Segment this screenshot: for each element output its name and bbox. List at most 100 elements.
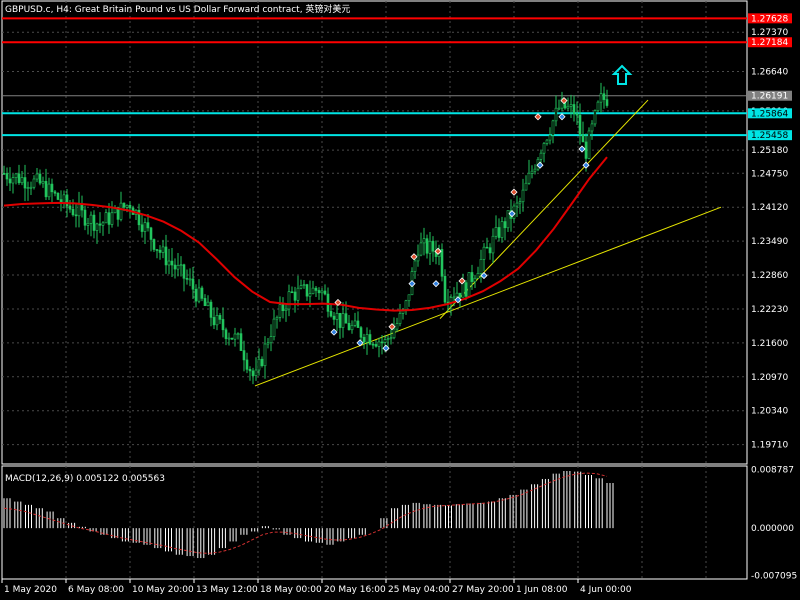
- price-tick-label: 1.21600: [751, 339, 788, 349]
- candle-body: [17, 173, 21, 184]
- macd-label: MACD(12,26,9) 0.005122 0.005563: [5, 474, 165, 484]
- candle-body: [224, 329, 228, 339]
- chart-title: GBPUSD.c, H4: Great Britain Pound vs US …: [5, 3, 350, 15]
- fractal-marker: [388, 323, 396, 331]
- candle-body: [407, 294, 411, 302]
- fractal-marker: [560, 97, 568, 105]
- candle-body: [344, 313, 348, 324]
- time-tick-label: 1 May 2020: [4, 585, 57, 595]
- ma-line: [3, 156, 608, 312]
- price-tick-label: 1.27370: [751, 28, 788, 38]
- candle-body: [26, 187, 30, 189]
- candle-body: [596, 101, 600, 111]
- candle-body: [254, 369, 258, 376]
- price-tick-label: 1.20340: [751, 407, 788, 417]
- candle-body: [392, 328, 396, 339]
- candle-body: [266, 342, 270, 345]
- candle-body: [35, 173, 39, 180]
- candle-body: [494, 227, 498, 237]
- candle-body: [122, 202, 126, 208]
- candle-body: [44, 181, 48, 198]
- candle-body: [155, 249, 159, 251]
- candle-body: [71, 208, 75, 216]
- candle-body: [161, 246, 165, 253]
- candle-body: [269, 336, 273, 344]
- candle-body: [488, 247, 492, 254]
- candle-body: [485, 246, 489, 249]
- candle-body: [188, 278, 192, 281]
- main-price-panel: [1, 0, 748, 465]
- candle-body: [554, 107, 558, 122]
- candle-body: [50, 183, 54, 193]
- candle-body: [143, 222, 147, 232]
- candle-body: [257, 358, 261, 371]
- candle-body: [173, 264, 177, 270]
- price-tag-label: 1.25458: [751, 131, 788, 141]
- candle-body: [104, 212, 108, 224]
- horizontal-levels[interactable]: [2, 17, 747, 137]
- candle-body: [473, 277, 477, 282]
- fractal-marker: [508, 210, 516, 218]
- time-tick-label: 6 May 08:00: [68, 585, 124, 595]
- candle-body: [326, 293, 330, 312]
- price-tags: 1.27628 1.27184 1.26191 1.25864 1.25458: [748, 13, 792, 141]
- candle-body: [482, 246, 486, 260]
- candle-body: [455, 292, 459, 298]
- candle-body: [233, 333, 237, 340]
- candle-body: [383, 339, 387, 343]
- macd-tick-label: 0.008787: [751, 466, 794, 476]
- macd-panel: [1, 465, 748, 580]
- candle-body: [497, 227, 501, 238]
- candle-body: [314, 287, 318, 291]
- candle-body: [476, 273, 480, 279]
- candle-body: [521, 189, 525, 203]
- up-arrow-icon[interactable]: [611, 64, 633, 85]
- candle-body: [101, 222, 105, 226]
- candle-body: [461, 282, 465, 298]
- moving-average: [3, 156, 608, 312]
- candle-body: [263, 343, 267, 367]
- time-tick-label: 4 Jun 00:00: [580, 585, 632, 595]
- candle-body: [215, 315, 219, 326]
- fractal-marker: [454, 296, 462, 304]
- candle-body: [356, 320, 360, 328]
- candle-body: [191, 278, 195, 290]
- candle-body: [179, 264, 183, 267]
- candle-body: [119, 202, 123, 220]
- candle-body: [200, 287, 204, 299]
- candle-body: [380, 341, 384, 344]
- candle-body: [590, 123, 594, 132]
- candle-body: [2, 172, 6, 175]
- macd-series: [3, 470, 614, 559]
- price-tag-bg: [748, 13, 792, 24]
- time-tick-label: 13 May 12:00: [196, 585, 258, 595]
- candle-body: [479, 258, 483, 274]
- candle-body: [29, 186, 33, 189]
- candle-body: [404, 300, 408, 310]
- candle-body: [245, 359, 249, 370]
- candle-body: [287, 291, 291, 310]
- price-tick-label: 1.25180: [751, 146, 788, 156]
- candle-body: [137, 209, 141, 226]
- candle-body: [47, 183, 51, 198]
- candle-body: [290, 291, 294, 294]
- candle-body: [533, 168, 537, 172]
- candle-body: [230, 337, 234, 340]
- candle-body: [170, 260, 174, 266]
- candle-body: [575, 113, 579, 116]
- candle-body: [329, 311, 333, 317]
- candle-body: [338, 312, 342, 328]
- fractal-marker: [578, 145, 586, 153]
- candle-body: [542, 143, 546, 154]
- candle-body: [14, 173, 18, 178]
- candle-body: [572, 104, 576, 115]
- candle-body: [281, 304, 285, 312]
- fractal-marker: [510, 188, 518, 196]
- candle-body: [527, 172, 531, 184]
- candle-body: [251, 370, 255, 376]
- candle-body: [548, 134, 552, 141]
- candle-body: [599, 93, 603, 103]
- candles: [2, 82, 609, 385]
- candle-body: [125, 204, 129, 208]
